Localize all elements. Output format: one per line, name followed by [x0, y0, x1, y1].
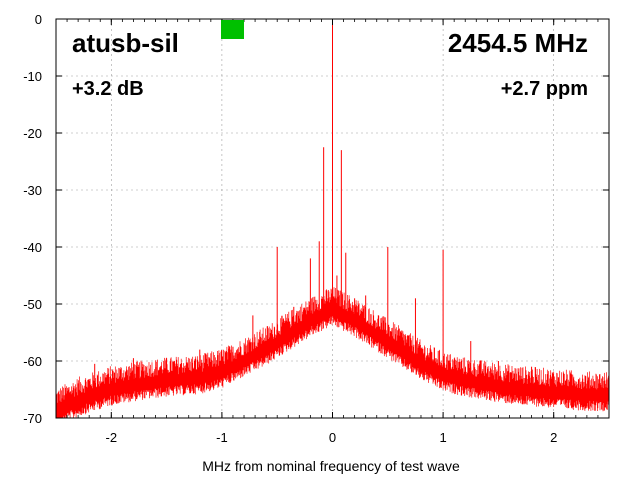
- x-tick-label: -1: [216, 430, 228, 445]
- x-tick-label: 2: [550, 430, 557, 445]
- y-tick-labels: 0 -10 -20 -30 -40 -50 -60 -70: [23, 12, 42, 426]
- frequency-label: 2454.5 MHz: [448, 28, 588, 58]
- x-tick-label: 1: [439, 430, 446, 445]
- x-tick-label: 0: [329, 430, 336, 445]
- x-axis-label: MHz from nominal frequency of test wave: [202, 458, 460, 474]
- y-tick-label: -10: [23, 69, 42, 84]
- ppm-label: +2.7 ppm: [501, 78, 588, 100]
- y-tick-label: -30: [23, 183, 42, 198]
- x-tick-labels: -2 -1 0 1 2: [106, 430, 558, 445]
- y-tick-label: -70: [23, 411, 42, 426]
- y-tick-label: -60: [23, 354, 42, 369]
- status-indicator: [221, 20, 244, 39]
- spectrum-spurs: [94, 19, 571, 396]
- chart-title: atusb-sil: [72, 28, 179, 58]
- y-tick-label: -40: [23, 240, 42, 255]
- y-tick-label: -20: [23, 126, 42, 141]
- x-tick-label: -2: [106, 430, 118, 445]
- y-tick-label: -50: [23, 297, 42, 312]
- y-tick-label: 0: [35, 12, 42, 27]
- gain-label: +3.2 dB: [72, 78, 144, 100]
